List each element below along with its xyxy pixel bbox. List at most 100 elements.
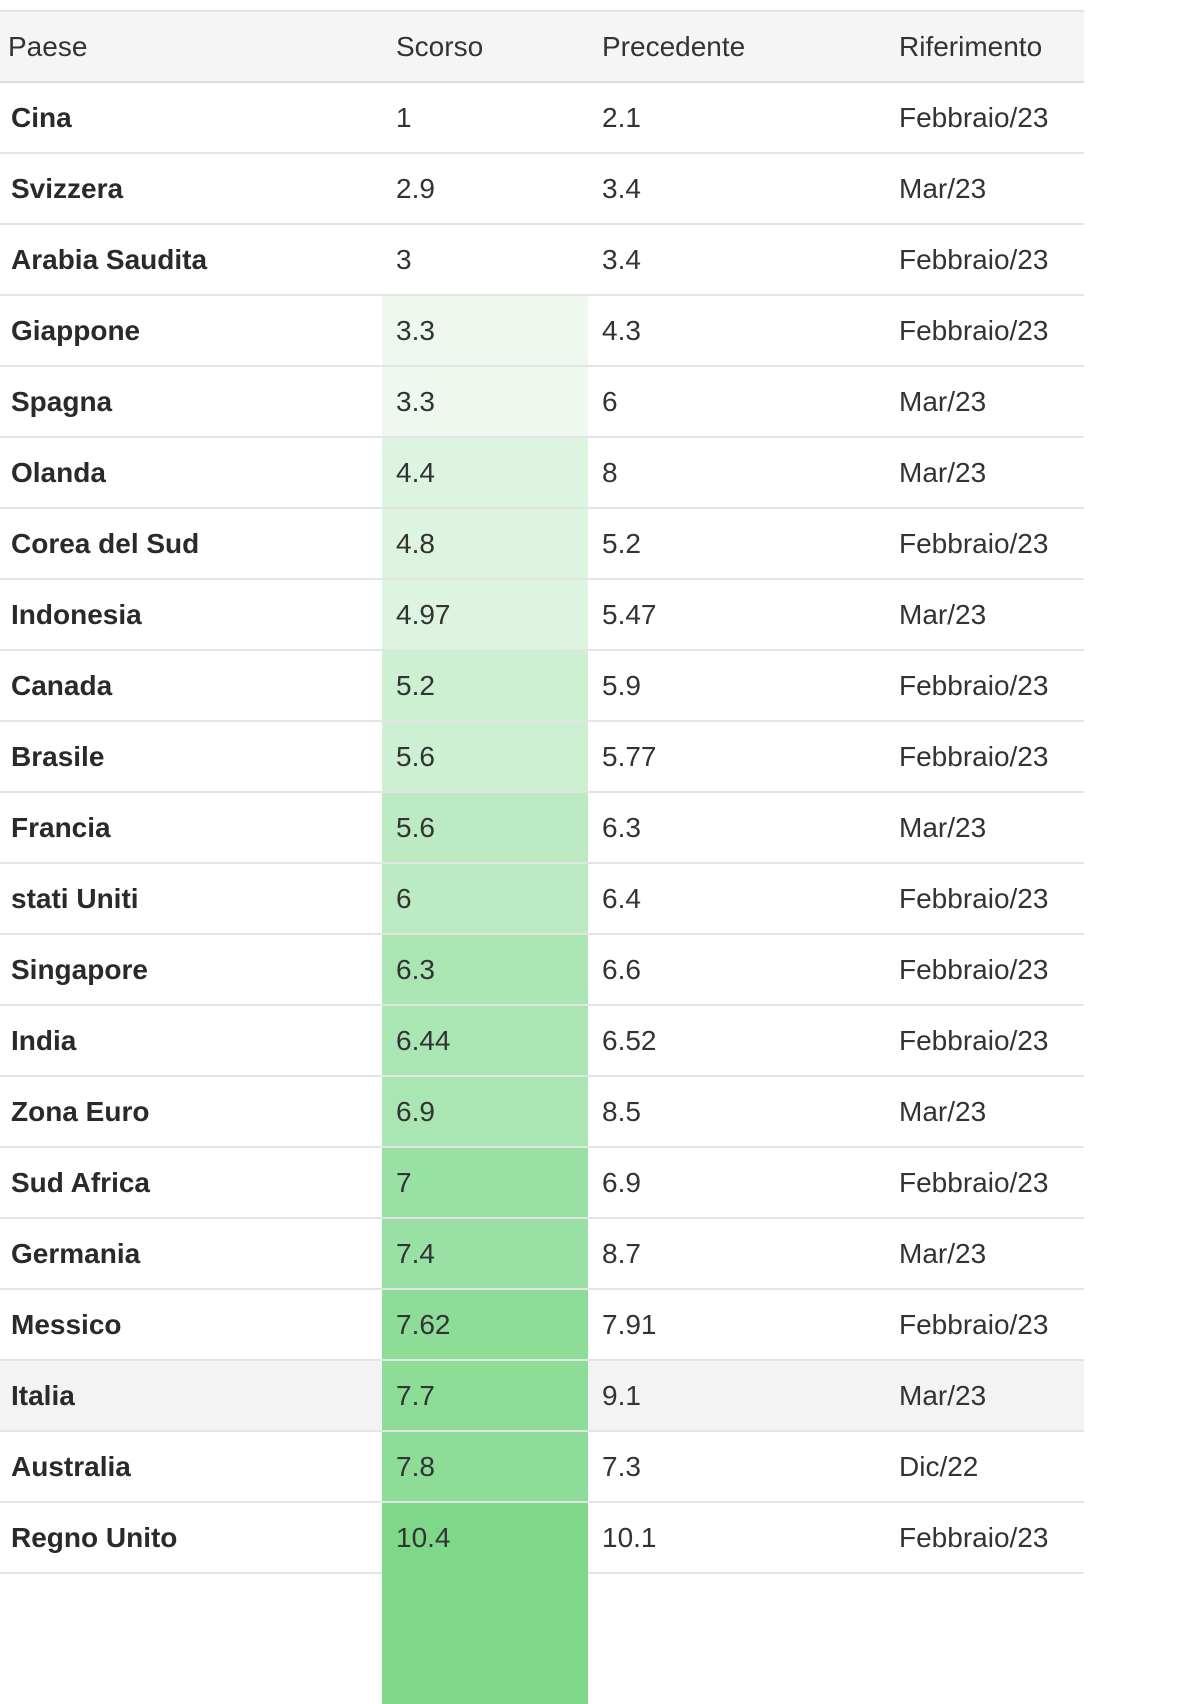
country-cell[interactable]: Italia bbox=[0, 1360, 382, 1432]
previous-value-cell: 6.9 bbox=[588, 1147, 885, 1219]
last-value-cell: 7.62 bbox=[382, 1289, 588, 1361]
reference-period-cell: Febbraio/23 bbox=[885, 650, 1084, 722]
country-cell[interactable]: Canada bbox=[0, 650, 382, 722]
previous-value-cell: 5.77 bbox=[588, 721, 885, 793]
table-row[interactable]: Giappone 3.3 4.3 Febbraio/23 bbox=[0, 295, 1084, 367]
previous-value-cell: 6.6 bbox=[588, 934, 885, 1006]
previous-value-cell: 10.1 bbox=[588, 1502, 885, 1574]
country-cell[interactable]: Svizzera bbox=[0, 153, 382, 225]
last-value-cell: 6.44 bbox=[382, 1005, 588, 1077]
country-cell[interactable]: Messico bbox=[0, 1289, 382, 1361]
country-cell[interactable]: stati Uniti bbox=[0, 863, 382, 935]
previous-value-cell: 6.4 bbox=[588, 863, 885, 935]
table-row[interactable]: Corea del Sud 4.8 5.2 Febbraio/23 bbox=[0, 508, 1084, 580]
last-value-cell: 3.3 bbox=[382, 366, 588, 438]
table-header-row: Paese Scorso Precedente Riferimento bbox=[0, 12, 1084, 83]
country-cell[interactable]: Zona Euro bbox=[0, 1076, 382, 1148]
country-cell[interactable]: Corea del Sud bbox=[0, 508, 382, 580]
reference-period-cell: Febbraio/23 bbox=[885, 82, 1084, 154]
last-value-cell: 4.8 bbox=[382, 508, 588, 580]
country-cell[interactable]: Regno Unito bbox=[0, 1502, 382, 1574]
table-row[interactable]: Singapore 6.3 6.6 Febbraio/23 bbox=[0, 934, 1084, 1006]
country-cell[interactable]: India bbox=[0, 1005, 382, 1077]
table-row[interactable]: Australia 7.8 7.3 Dic/22 bbox=[0, 1431, 1084, 1503]
table-row[interactable]: Messico 7.62 7.91 Febbraio/23 bbox=[0, 1289, 1084, 1361]
column-header-country[interactable]: Paese bbox=[0, 12, 382, 83]
previous-value-cell: 5.9 bbox=[588, 650, 885, 722]
column-header-last[interactable]: Scorso bbox=[382, 12, 588, 83]
last-value-cell: 7.7 bbox=[382, 1360, 588, 1432]
reference-period-cell: Febbraio/23 bbox=[885, 224, 1084, 296]
previous-value-cell: 8.5 bbox=[588, 1076, 885, 1148]
country-cell[interactable]: Olanda bbox=[0, 437, 382, 509]
last-value-cell: 7.8 bbox=[382, 1431, 588, 1503]
table-row[interactable]: Olanda 4.4 8 Mar/23 bbox=[0, 437, 1084, 509]
reference-period-cell: Mar/23 bbox=[885, 579, 1084, 651]
last-value-cell: 4.97 bbox=[382, 579, 588, 651]
table-row[interactable]: stati Uniti 6 6.4 Febbraio/23 bbox=[0, 863, 1084, 935]
reference-period-cell: Febbraio/23 bbox=[885, 1289, 1084, 1361]
table-row[interactable]: Svizzera 2.9 3.4 Mar/23 bbox=[0, 153, 1084, 225]
column-header-reference[interactable]: Riferimento bbox=[885, 12, 1084, 83]
table-row[interactable]: Cina 1 2.1 Febbraio/23 bbox=[0, 82, 1084, 154]
country-cell[interactable]: Brasile bbox=[0, 721, 382, 793]
table-row[interactable]: Brasile 5.6 5.77 Febbraio/23 bbox=[0, 721, 1084, 793]
table-row[interactable]: Francia 5.6 6.3 Mar/23 bbox=[0, 792, 1084, 864]
last-value-cell: 7 bbox=[382, 1147, 588, 1219]
previous-value-cell: 8.7 bbox=[588, 1218, 885, 1290]
previous-value-cell: 8 bbox=[588, 437, 885, 509]
inflation-table-container: Paese Scorso Precedente Riferimento Cina… bbox=[0, 10, 1084, 1574]
country-cell[interactable]: Cina bbox=[0, 82, 382, 154]
table-row[interactable]: Arabia Saudita 3 3.4 Febbraio/23 bbox=[0, 224, 1084, 296]
last-value-cell: 5.6 bbox=[382, 792, 588, 864]
reference-period-cell: Febbraio/23 bbox=[885, 1502, 1084, 1574]
last-value-cell: 1 bbox=[382, 82, 588, 154]
table-row[interactable]: Germania 7.4 8.7 Mar/23 bbox=[0, 1218, 1084, 1290]
reference-period-cell: Mar/23 bbox=[885, 366, 1084, 438]
country-cell[interactable]: Indonesia bbox=[0, 579, 382, 651]
last-value-cell: 6.9 bbox=[382, 1076, 588, 1148]
column-header-previous[interactable]: Precedente bbox=[588, 12, 885, 83]
previous-value-cell: 4.3 bbox=[588, 295, 885, 367]
country-cell[interactable]: Australia bbox=[0, 1431, 382, 1503]
last-value-cell: 10.4 bbox=[382, 1502, 588, 1574]
country-cell[interactable]: Singapore bbox=[0, 934, 382, 1006]
previous-value-cell: 5.47 bbox=[588, 579, 885, 651]
country-cell[interactable]: Spagna bbox=[0, 366, 382, 438]
reference-period-cell: Mar/23 bbox=[885, 792, 1084, 864]
previous-value-cell: 6 bbox=[588, 366, 885, 438]
reference-period-cell: Mar/23 bbox=[885, 1360, 1084, 1432]
table-row[interactable]: Italia 7.7 9.1 Mar/23 bbox=[0, 1360, 1084, 1432]
previous-value-cell: 6.52 bbox=[588, 1005, 885, 1077]
country-cell[interactable]: Sud Africa bbox=[0, 1147, 382, 1219]
reference-period-cell: Mar/23 bbox=[885, 153, 1084, 225]
reference-period-cell: Mar/23 bbox=[885, 1076, 1084, 1148]
table-row[interactable]: Canada 5.2 5.9 Febbraio/23 bbox=[0, 650, 1084, 722]
reference-period-cell: Febbraio/23 bbox=[885, 1005, 1084, 1077]
country-cell[interactable]: Arabia Saudita bbox=[0, 224, 382, 296]
reference-period-cell: Febbraio/23 bbox=[885, 508, 1084, 580]
last-value-cell: 3.3 bbox=[382, 295, 588, 367]
reference-period-cell: Febbraio/23 bbox=[885, 295, 1084, 367]
table-row[interactable]: Regno Unito 10.4 10.1 Febbraio/23 bbox=[0, 1502, 1084, 1574]
previous-value-cell: 6.3 bbox=[588, 792, 885, 864]
last-value-cell: 4.4 bbox=[382, 437, 588, 509]
table-row[interactable]: Sud Africa 7 6.9 Febbraio/23 bbox=[0, 1147, 1084, 1219]
table-row[interactable]: Spagna 3.3 6 Mar/23 bbox=[0, 366, 1084, 438]
last-value-cell: 5.2 bbox=[382, 650, 588, 722]
reference-period-cell: Febbraio/23 bbox=[885, 934, 1084, 1006]
table-row[interactable]: India 6.44 6.52 Febbraio/23 bbox=[0, 1005, 1084, 1077]
last-value-cell: 7.4 bbox=[382, 1218, 588, 1290]
table-row[interactable]: Indonesia 4.97 5.47 Mar/23 bbox=[0, 579, 1084, 651]
country-cell[interactable]: Germania bbox=[0, 1218, 382, 1290]
reference-period-cell: Febbraio/23 bbox=[885, 1147, 1084, 1219]
country-cell[interactable]: Giappone bbox=[0, 295, 382, 367]
table-row[interactable]: Zona Euro 6.9 8.5 Mar/23 bbox=[0, 1076, 1084, 1148]
previous-value-cell: 3.4 bbox=[588, 224, 885, 296]
previous-value-cell: 7.91 bbox=[588, 1289, 885, 1361]
previous-value-cell: 7.3 bbox=[588, 1431, 885, 1503]
last-value-cell: 6 bbox=[382, 863, 588, 935]
country-cell[interactable]: Francia bbox=[0, 792, 382, 864]
previous-value-cell: 5.2 bbox=[588, 508, 885, 580]
last-value-cell: 3 bbox=[382, 224, 588, 296]
